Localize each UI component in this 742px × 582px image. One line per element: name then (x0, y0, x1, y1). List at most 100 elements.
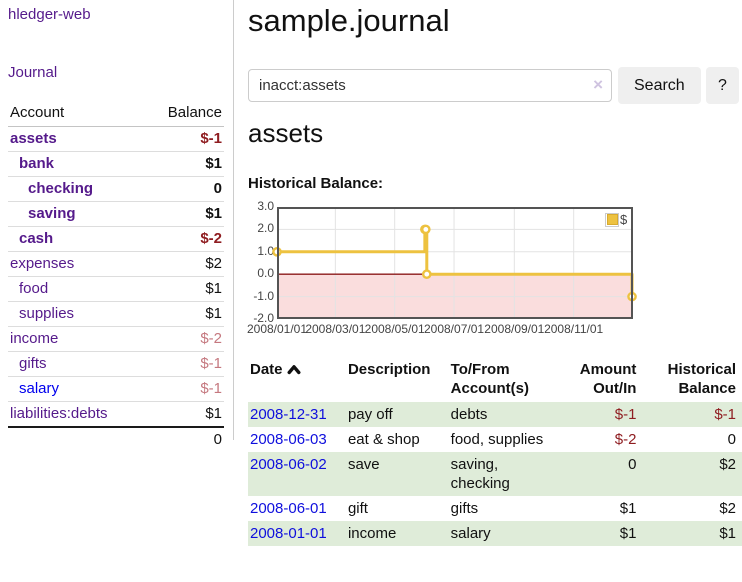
search-button[interactable]: Search (618, 67, 701, 104)
y-axis-tick: 2.0 (257, 221, 274, 236)
sort-ascending-icon (287, 361, 301, 380)
account-row: checking 0 (8, 176, 224, 202)
register-row: 2008-12-31 pay off debts $-1 $-1 (248, 402, 742, 427)
account-balance: $-1 (145, 351, 224, 377)
account-row: bank $1 (8, 151, 224, 177)
register-header-row: Date Description To/From Account(s) Amou… (248, 356, 742, 402)
transaction-balance: $2 (719, 500, 736, 517)
account-rows: assets $-1 bank $1 checking 0 saving $1 cash $-2 e… (8, 127, 224, 427)
legend-label: $ (620, 212, 628, 227)
account-balance: $1 (145, 301, 224, 327)
account-row: supplies $1 (8, 301, 224, 327)
help-button[interactable]: ? (706, 67, 739, 104)
accounts-header-row: Account Balance (8, 101, 224, 127)
sidebar-account-link[interactable]: income (10, 330, 59, 347)
account-heading: assets (248, 118, 324, 148)
transaction-amount: 0 (577, 452, 643, 496)
transaction-amount: $1 (619, 500, 637, 517)
transaction-date-link[interactable]: 2008-06-01 (250, 500, 327, 517)
main-content: sample.journal × Search ? assets Histori… (246, 0, 742, 582)
transaction-amount: $-2 (614, 431, 637, 448)
x-axis-tick: 2008/07/01 (423, 322, 485, 336)
accounts-total-row: 0 (8, 426, 224, 452)
accounts-total-value: 0 (145, 426, 224, 452)
sidebar-account-link[interactable]: checking (28, 180, 94, 197)
clear-search-icon[interactable]: × (593, 75, 603, 94)
account-row: assets $-1 (8, 127, 224, 152)
amount-column-header: Amount Out/In (579, 361, 637, 397)
transaction-description: income (345, 521, 449, 546)
transaction-description: gift (347, 500, 368, 517)
register-row: 2008-06-03 eat & shop food, supplies $-2 0 (248, 427, 742, 452)
sidebar-account-link[interactable]: assets (10, 130, 57, 147)
transaction-date-link[interactable]: 2008-06-02 (250, 456, 327, 473)
accounts-table: Account Balance assets $-1 bank $1 checking 0… (8, 101, 224, 452)
account-row: income $-2 (8, 326, 224, 352)
transaction-amount: $1 (577, 521, 643, 546)
sidebar-account-link[interactable]: saving (28, 205, 76, 222)
search-form: × Search ? (248, 66, 742, 106)
sidebar-account-link[interactable]: liabilities:debts (10, 405, 108, 422)
register-table: Date Description To/From Account(s) Amou… (248, 356, 742, 546)
transaction-accounts: debts (448, 402, 578, 427)
account-balance: $-2 (145, 226, 224, 252)
sidebar-account-link[interactable]: food (19, 280, 49, 297)
account-balance: $1 (145, 151, 224, 177)
chart-title: Historical Balance: (248, 175, 384, 192)
sidebar-account-link[interactable]: supplies (19, 305, 75, 322)
accounts-column-header: To/From Account(s) (450, 361, 529, 397)
balance-chart-svg (272, 207, 637, 319)
sidebar-account-link[interactable]: cash (19, 230, 54, 247)
transaction-balance: $-1 (642, 402, 742, 427)
x-axis-tick: 2008/03/01 (305, 322, 366, 336)
account-balance: $1 (145, 401, 224, 427)
search-input[interactable] (248, 69, 612, 102)
x-axis-tick: 2008/01/01 (246, 322, 308, 336)
balance-column-header: Balance (145, 101, 224, 127)
transaction-amount: $-1 (577, 402, 643, 427)
sidebar-account-link[interactable]: gifts (19, 355, 47, 372)
historical-balance-chart: 3.0 2.0 1.0 0.0 -1.0 -2.0 2008/01/01 2008/03/0… (246, 199, 742, 341)
account-balance: $1 (145, 276, 224, 302)
sidebar-account-link[interactable]: salary (19, 380, 60, 397)
register-rows: 2008-12-31 pay off debts $-1 $-1 2008-06-03 ea… (248, 402, 742, 546)
chart-legend: $ (605, 212, 627, 227)
account-row: gifts $-1 (8, 351, 224, 377)
account-balance: $-2 (145, 326, 224, 352)
y-axis-tick: 0.0 (257, 266, 274, 281)
transaction-date-link[interactable]: 2008-12-31 (250, 406, 327, 423)
x-axis-tick: 2008/11/01 (544, 322, 604, 336)
date-column-header[interactable]: Date (248, 356, 346, 402)
transaction-accounts: saving, checking (448, 452, 578, 496)
account-row: liabilities:debts $1 (8, 401, 224, 427)
account-column-header: Account (8, 101, 146, 127)
transaction-date-link[interactable]: 2008-06-03 (250, 431, 327, 448)
account-balance: $-1 (145, 376, 224, 402)
account-row: salary $-1 (8, 376, 224, 402)
sidebar-account-link[interactable]: expenses (10, 255, 75, 272)
x-axis-tick: 2008/05/01 (364, 322, 425, 336)
transaction-accounts: food, supplies (450, 431, 544, 448)
account-balance: $-1 (200, 130, 222, 147)
transaction-accounts: salary (448, 521, 578, 546)
description-column-header: Description (347, 361, 431, 378)
transaction-description: eat & shop (347, 431, 420, 448)
app-title-link[interactable]: hledger-web (8, 6, 91, 23)
register-row: 2008-06-01 gift gifts $1 $2 (248, 496, 742, 521)
transaction-date-link[interactable]: 2008-01-01 (250, 525, 327, 542)
sidebar-item-journal[interactable]: Journal (8, 64, 58, 81)
sidebar-account-link[interactable]: bank (19, 155, 55, 172)
transaction-accounts: gifts (450, 500, 479, 517)
account-row: expenses $2 (8, 251, 224, 277)
sidebar: hledger-web Journal Account Balance asse… (0, 0, 234, 452)
account-row: saving $1 (8, 201, 224, 227)
account-row: cash $-2 (8, 226, 224, 252)
account-balance: $2 (145, 251, 224, 277)
register-row: 2008-01-01 income salary $1 $1 (248, 521, 742, 546)
y-axis-tick: 3.0 (257, 199, 274, 213)
account-row: food $1 (8, 276, 224, 302)
page-title: sample.journal (248, 3, 450, 38)
account-balance: 0 (145, 176, 224, 202)
y-axis-tick: -1.0 (253, 288, 274, 303)
